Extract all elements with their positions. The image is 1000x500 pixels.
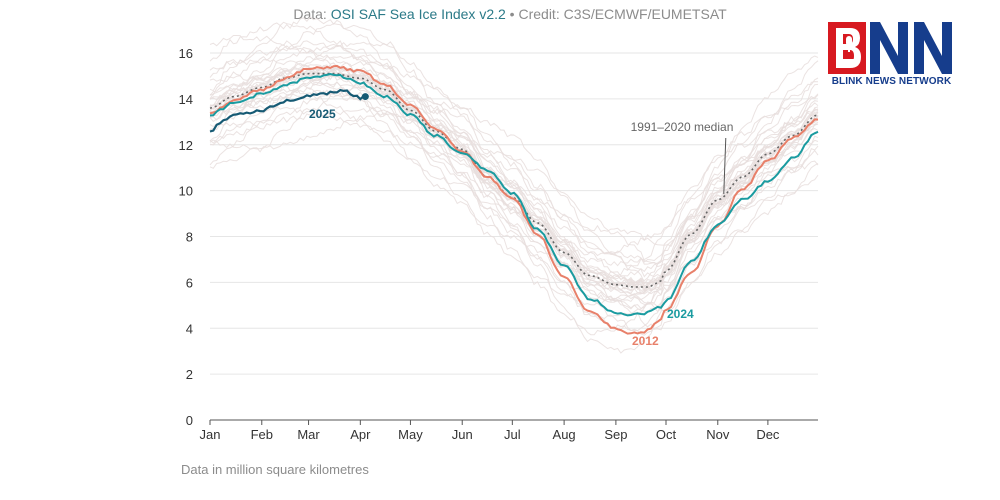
series-line-2025 (209, 88, 365, 133)
chart-series (209, 64, 819, 335)
logo-tagline: BLINK NEWS NETWORK (831, 76, 952, 87)
median-annotation-leader (723, 137, 727, 195)
y-tick-label-10: 10 (179, 184, 193, 199)
historical-year-line-24 (209, 54, 819, 280)
y-tick-label-0: 0 (186, 413, 193, 428)
x-tick-label-may: May (398, 427, 423, 442)
credit-line: Data: OSI SAF Sea Ice Index v2.2 • Credi… (0, 6, 1000, 22)
x-tick-label-sep: Sep (604, 427, 627, 442)
y-tick-label-8: 8 (186, 230, 193, 245)
historical-year-line-12 (209, 87, 819, 313)
x-tick-label-mar: Mar (297, 427, 320, 442)
chart-labels: 2025 2024 2012 1991–2020 median (309, 107, 733, 348)
historical-year-line-14 (209, 81, 819, 303)
x-tick-label-jul: Jul (504, 427, 521, 442)
historical-years-lines (209, 16, 819, 354)
credit-text: Credit: C3S/ECMWF/EUMETSAT (518, 6, 727, 22)
y-tick-label-14: 14 (179, 92, 193, 107)
series-label-2012: 2012 (632, 334, 659, 348)
series-label-2025: 2025 (309, 107, 336, 121)
chart-grid (210, 52, 818, 421)
historical-year-line-17 (209, 71, 819, 292)
logo-n-letter-2 (914, 22, 952, 74)
historical-year-line-28 (209, 59, 819, 288)
chart-footnote: Data in million square kilometres (181, 462, 369, 477)
historical-year-line-9 (209, 75, 819, 302)
x-tick-label-oct: Oct (656, 427, 677, 442)
historical-year-line-30 (209, 41, 819, 278)
y-tick-label-4: 4 (186, 321, 193, 336)
series-line-2012 (209, 64, 819, 335)
historical-year-line-32 (209, 16, 819, 246)
credit-separator: • (505, 6, 519, 22)
historical-year-line-6 (209, 103, 819, 336)
y-tick-label-2: 2 (186, 367, 193, 382)
series-line-2024 (209, 72, 819, 317)
series-endpoint-2025 (361, 93, 369, 101)
credit-source-link[interactable]: OSI SAF Sea Ice Index v2.2 (330, 6, 506, 22)
historical-year-line-26 (209, 40, 819, 265)
historical-year-line-7 (209, 107, 819, 332)
median-annotation-text: 1991–2020 median (631, 120, 734, 134)
x-tick-label-feb: Feb (251, 427, 273, 442)
series-label-2024: 2024 (667, 307, 694, 321)
bnn-logo[interactable] (828, 21, 955, 91)
y-tick-label-12: 12 (179, 138, 193, 153)
x-tick-label-aug: Aug (553, 427, 576, 442)
chart-axes: 0 2 4 6 8 10 12 14 16 Jan Feb Mar Apr May Jun Jul Aug Sep… (179, 46, 780, 442)
x-tick-label-dec: Dec (756, 427, 780, 442)
x-tick-label-nov: Nov (706, 427, 730, 442)
historical-year-line-22 (209, 70, 819, 289)
historical-year-line-8 (209, 86, 819, 320)
historical-year-line-34 (209, 35, 819, 285)
x-tick-label-jun: Jun (452, 427, 473, 442)
historical-year-line-23 (209, 67, 819, 287)
historical-year-line-19 (209, 66, 819, 287)
historical-year-line-33 (209, 21, 819, 269)
y-tick-label-6: 6 (186, 275, 193, 290)
microphone-icon (842, 36, 856, 64)
x-tick-label-jan: Jan (200, 427, 221, 442)
logo-n-letter-1 (870, 22, 908, 74)
x-tick-label-apr: Apr (350, 427, 371, 442)
y-tick-label-16: 16 (179, 46, 193, 61)
